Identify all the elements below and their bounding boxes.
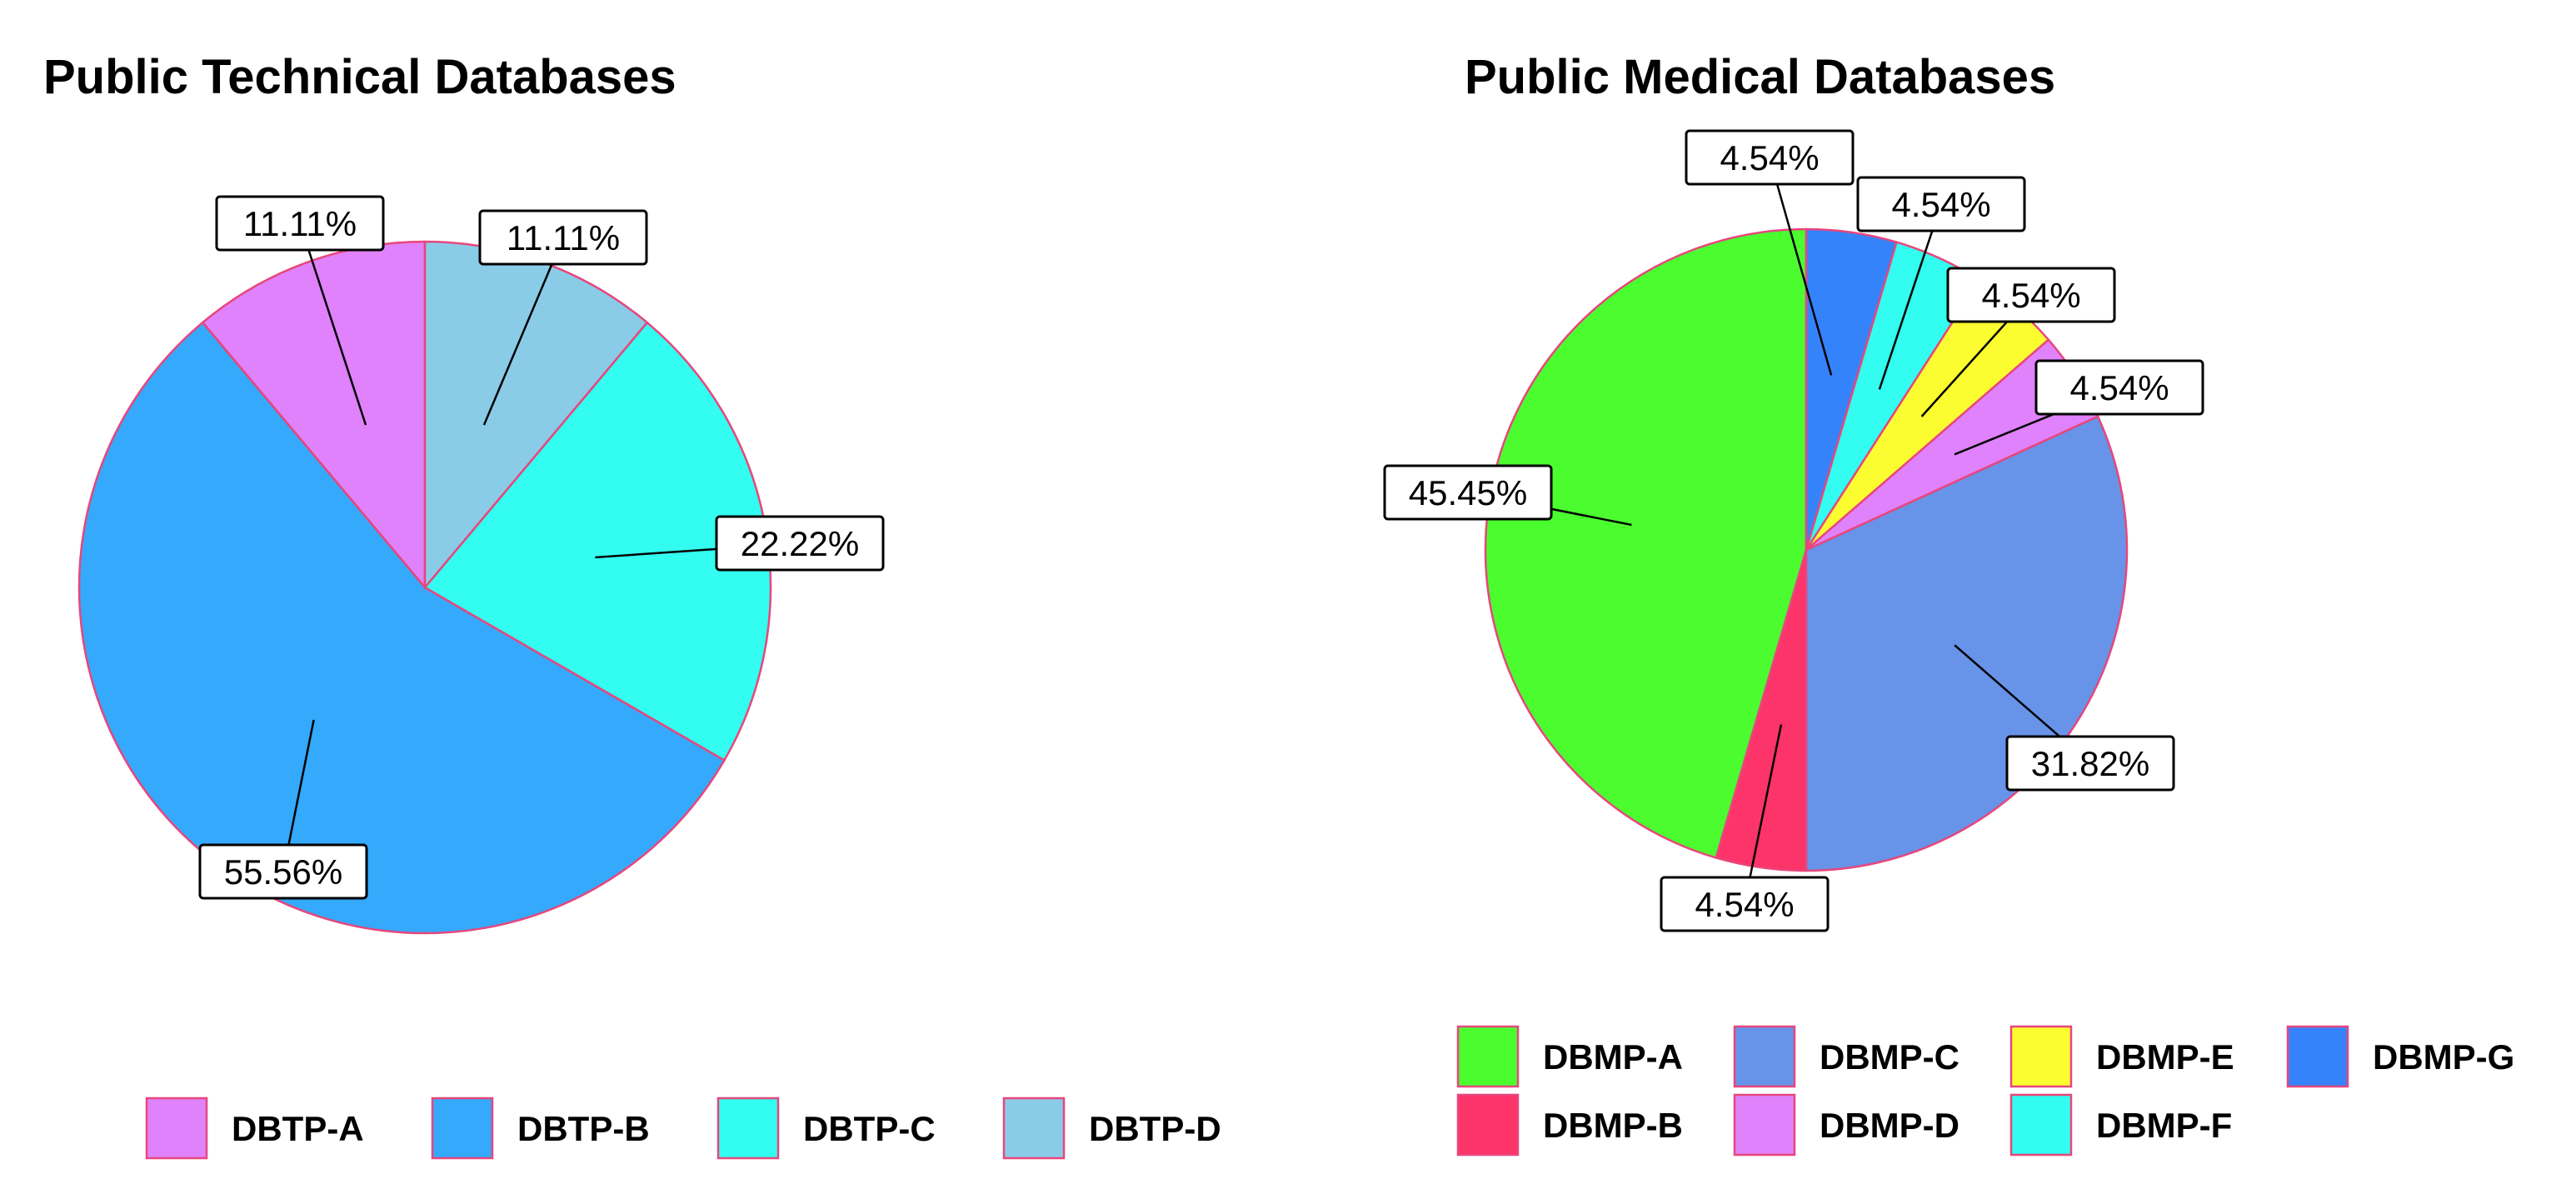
medical-pct-label-dbmp-b: 4.54% — [1695, 885, 1794, 924]
medical-legend-swatch-dbmp-a — [1456, 1025, 1520, 1088]
medical-legend-label-dbmp-c: DBMP-C — [1820, 1037, 1959, 1077]
technical-legend-swatch-dbtp-b — [431, 1097, 494, 1160]
medical-label-box — [1685, 129, 1855, 186]
technical-pct-label-dbtp-b: 55.56% — [224, 852, 342, 892]
medical-legend-swatch-dbmp-f — [2009, 1093, 2073, 1157]
technical-chart-title: Public Technical Databases — [43, 50, 676, 104]
medical-legend-label-dbmp-e: DBMP-E — [2096, 1037, 2234, 1077]
technical-slice-dbtp-a — [201, 240, 427, 591]
medical-legend-swatch-dbmp-c — [1733, 1025, 1796, 1088]
medical-slice-dbmp-g — [1805, 227, 1898, 551]
medical-pct-label-dbmp-a: 45.45% — [1409, 473, 1527, 512]
technical-label-box — [478, 209, 648, 266]
medical-leader-line — [1743, 724, 1783, 905]
medical-pct-label-dbmp-g: 4.54% — [1720, 138, 1819, 177]
technical-label-box — [215, 195, 385, 252]
technical-legend-label-dbtp-a: DBTP-A — [232, 1109, 364, 1148]
technical-legend: DBTP-A DBTP-B DBTP-C DBTP-D — [145, 1097, 1221, 1160]
medical-legend-swatch-dbmp-d — [1733, 1093, 1796, 1157]
medical-pct-label-dbmp-d: 4.54% — [2069, 368, 2169, 407]
technical-leader-line — [482, 237, 565, 426]
medical-legend-label-dbmp-f: DBMP-F — [2096, 1106, 2232, 1145]
technical-leader-line — [298, 222, 367, 426]
technical-legend-swatch-dbtp-c — [716, 1097, 780, 1160]
technical-legend-swatch-dbtp-d — [1002, 1097, 1066, 1160]
technical-label-box — [198, 843, 368, 900]
technical-legend-label-dbtp-b: DBTP-B — [517, 1109, 650, 1148]
medical-pct-label-dbmp-c: 31.82% — [2031, 744, 2149, 783]
technical-legend-swatch-dbtp-a — [145, 1097, 208, 1160]
medical-legend-label-dbmp-b: DBMP-B — [1543, 1106, 1683, 1145]
medical-label-box — [2034, 359, 2204, 416]
medical-label-box — [1660, 876, 1830, 932]
medical-legend-label-dbmp-d: DBMP-D — [1820, 1106, 1959, 1145]
technical-pct-label-dbtp-d: 11.11% — [507, 218, 620, 257]
medical-pct-label-dbmp-e: 4.54% — [1981, 276, 2080, 315]
medical-leader-line — [1768, 157, 1833, 376]
medical-legend: DBMP-A DBMP-B DBMP-C DBMP-D DBMP-E DBMP-F DBMP… — [1456, 1025, 2514, 1157]
medical-label-box — [1856, 176, 2026, 232]
technical-label-box — [715, 515, 885, 572]
technical-pct-label-dbtp-c: 22.22% — [741, 524, 859, 563]
medical-legend-swatch-dbmp-b — [1456, 1093, 1520, 1157]
medical-leader-line — [1878, 203, 1943, 390]
medical-legend-label-dbmp-a: DBMP-A — [1543, 1037, 1683, 1077]
medical-label-box — [2005, 735, 2175, 792]
medical-legend-label-dbmp-g: DBMP-G — [2373, 1037, 2514, 1077]
technical-pct-label-dbtp-a: 11.11% — [243, 204, 357, 243]
medical-chart-title: Public Medical Databases — [1465, 50, 2055, 104]
technical-pie — [77, 240, 772, 935]
medical-label-box — [1383, 464, 1553, 521]
medical-legend-swatch-dbmp-e — [2009, 1025, 2073, 1088]
medical-label-box — [1946, 267, 2116, 323]
medical-pct-label-dbmp-f: 4.54% — [1891, 185, 1990, 224]
technical-legend-label-dbtp-d: DBTP-D — [1089, 1109, 1221, 1148]
technical-legend-label-dbtp-c: DBTP-C — [803, 1109, 936, 1148]
medical-pie — [1484, 227, 2129, 872]
medical-pie-labels: 45.45% 4.54% 31.82% 4.54% 4.54% 4.54% 4.54% — [1383, 129, 2204, 932]
medical-legend-swatch-dbmp-g — [2286, 1025, 2349, 1088]
technical-pie-labels: 11.11% 55.56% 22.22% 11.11% — [198, 195, 885, 900]
